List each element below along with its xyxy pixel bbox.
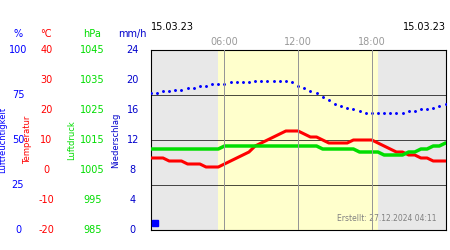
Text: 0: 0 — [130, 225, 136, 235]
Text: 100: 100 — [9, 45, 27, 55]
Text: 985: 985 — [83, 225, 102, 235]
Text: -20: -20 — [38, 225, 54, 235]
Text: 8: 8 — [130, 165, 136, 175]
Text: 0: 0 — [43, 165, 50, 175]
Text: 1035: 1035 — [80, 75, 104, 85]
Bar — [218, 50, 378, 230]
Text: Temperatur: Temperatur — [23, 116, 32, 164]
Text: 1005: 1005 — [80, 165, 104, 175]
Text: 20: 20 — [40, 105, 53, 115]
Text: Luftdruck: Luftdruck — [68, 120, 76, 160]
Text: 40: 40 — [40, 45, 53, 55]
Text: hPa: hPa — [83, 29, 101, 39]
Text: 50: 50 — [12, 135, 24, 145]
Text: 30: 30 — [40, 75, 53, 85]
Text: -10: -10 — [38, 195, 54, 205]
Text: Luftfeuchtigkeit: Luftfeuchtigkeit — [0, 107, 7, 173]
Text: 12: 12 — [126, 135, 139, 145]
Text: 4: 4 — [130, 195, 136, 205]
Text: 10: 10 — [40, 135, 53, 145]
Text: Erstellt: 27.12.2024 04:11: Erstellt: 27.12.2024 04:11 — [337, 214, 436, 223]
Text: 0: 0 — [15, 225, 21, 235]
Text: 15.03.23: 15.03.23 — [151, 22, 194, 32]
Text: 24: 24 — [126, 45, 139, 55]
Text: °C: °C — [40, 29, 52, 39]
Text: 1015: 1015 — [80, 135, 104, 145]
Text: 1025: 1025 — [80, 105, 104, 115]
Text: 995: 995 — [83, 195, 102, 205]
Text: 25: 25 — [12, 180, 24, 190]
Text: 20: 20 — [126, 75, 139, 85]
Text: mm/h: mm/h — [118, 29, 147, 39]
Text: Niederschlag: Niederschlag — [112, 112, 121, 168]
Text: 16: 16 — [126, 105, 139, 115]
Text: %: % — [14, 29, 22, 39]
Text: 15.03.23: 15.03.23 — [402, 22, 446, 32]
Text: 75: 75 — [12, 90, 24, 100]
Text: 1045: 1045 — [80, 45, 104, 55]
